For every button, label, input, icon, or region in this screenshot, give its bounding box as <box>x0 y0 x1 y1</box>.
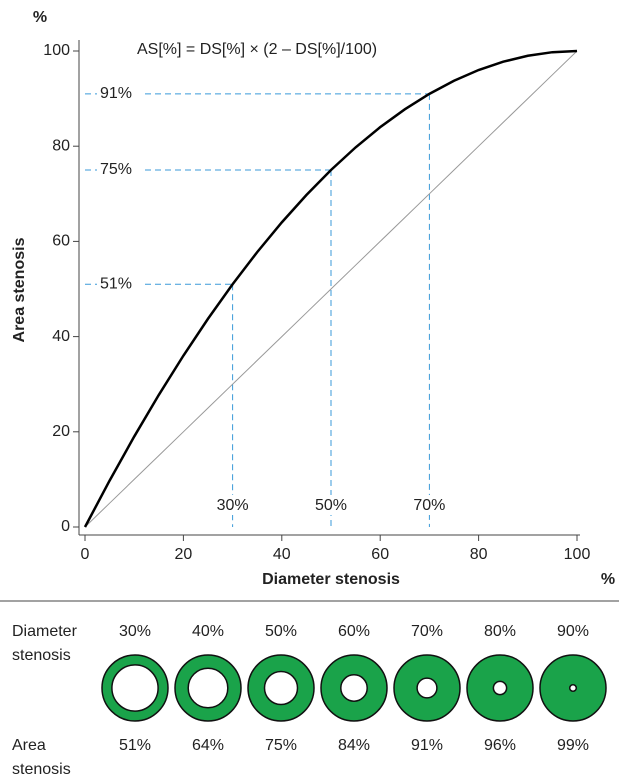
y-tick-label: 0 <box>61 518 70 535</box>
guide-y-label: 75% <box>100 161 132 178</box>
guide-x-label: 50% <box>315 497 347 514</box>
diameter-label: 90% <box>557 623 589 640</box>
area-label: 99% <box>557 737 589 754</box>
ring-lumen <box>493 681 506 694</box>
diameter-label: 40% <box>192 623 224 640</box>
ring-lumen <box>112 665 158 711</box>
x-tick-label: 0 <box>81 546 90 563</box>
guide-x-label: 30% <box>217 497 249 514</box>
diameter-label: 70% <box>411 623 443 640</box>
area-label: 91% <box>411 737 443 754</box>
y-tick-label: 60 <box>52 233 70 250</box>
guide-y-label: 91% <box>100 85 132 102</box>
x-unit: % <box>601 571 615 588</box>
x-tick-label: 60 <box>371 546 389 563</box>
guide-x-label: 70% <box>413 497 445 514</box>
y-unit: % <box>33 9 47 26</box>
diameter-row-label: Diameter stenosis <box>12 620 92 668</box>
area-label: 96% <box>484 737 516 754</box>
diameter-label: 50% <box>265 623 297 640</box>
chart: % % Diameter stenosis Area stenosis AS[%… <box>0 0 619 780</box>
diameter-label: 80% <box>484 623 516 640</box>
x-tick-label: 100 <box>564 546 591 563</box>
ring-lumen <box>570 685 577 692</box>
diameter-label: 30% <box>119 623 151 640</box>
ring-lumen <box>417 678 437 698</box>
x-axis-title: Diameter stenosis <box>262 571 400 588</box>
formula: AS[%] = DS[%] × (2 – DS[%]/100) <box>137 41 377 58</box>
x-tick-label: 40 <box>273 546 291 563</box>
x-tick-label: 20 <box>175 546 193 563</box>
y-tick-label: 100 <box>43 42 70 59</box>
y-tick-label: 20 <box>52 423 70 440</box>
y-tick-label: 80 <box>52 137 70 154</box>
diameter-label: 60% <box>338 623 370 640</box>
area-label: 84% <box>338 737 370 754</box>
ring-lumen <box>188 668 228 708</box>
ring-lumen <box>265 672 298 705</box>
area-label: 64% <box>192 737 224 754</box>
ring-lumen <box>341 675 367 701</box>
y-axis-title: Area stenosis <box>11 237 28 342</box>
guide-y-label: 51% <box>100 275 132 292</box>
x-tick-label: 80 <box>470 546 488 563</box>
page: % % Diameter stenosis Area stenosis AS[%… <box>0 0 619 780</box>
y-tick-label: 40 <box>52 328 70 345</box>
area-row-label: Area stenosis <box>12 734 92 780</box>
area-label: 51% <box>119 737 151 754</box>
area-label: 75% <box>265 737 297 754</box>
